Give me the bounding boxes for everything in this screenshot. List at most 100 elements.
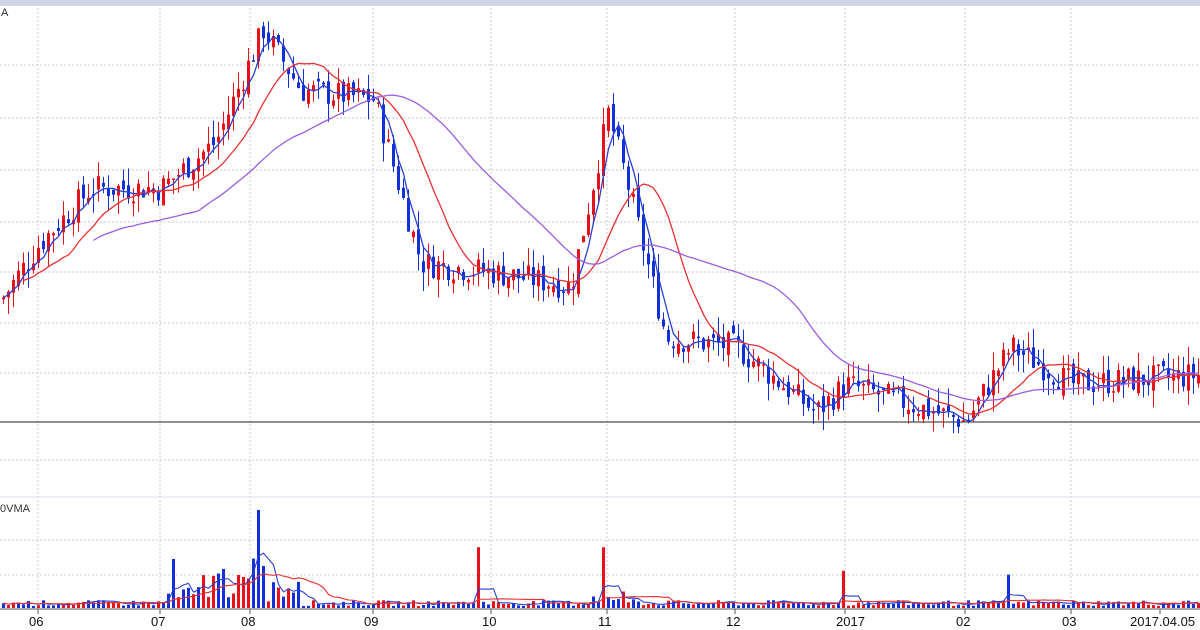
candle-body (962, 420, 965, 422)
candlestick-series (2, 21, 1200, 434)
candle-body (1067, 368, 1070, 370)
candle-body (912, 409, 915, 413)
volume-bar (422, 604, 425, 608)
candle-body (682, 348, 685, 352)
volume-bar (462, 601, 465, 608)
candle-body (917, 414, 920, 416)
volume-bar (57, 604, 60, 608)
volume-bar (1167, 603, 1170, 608)
volume-bar (132, 600, 135, 608)
x-tick-label: 09 (364, 614, 378, 629)
volume-bar (257, 510, 260, 608)
volume-bar (12, 602, 15, 608)
volume-bar (292, 592, 295, 608)
candle-body (327, 81, 330, 104)
candle-body (647, 253, 650, 265)
volume-bar (757, 605, 760, 608)
volume-bar (1002, 600, 1005, 608)
candle-body (452, 279, 455, 284)
candle-body (787, 381, 790, 398)
candle-body (582, 235, 585, 243)
volume-bar (1187, 600, 1190, 608)
volume-bar (157, 601, 160, 608)
volume-bar (782, 600, 785, 608)
volume-bar (982, 601, 985, 608)
volume-bar (137, 605, 140, 608)
volume-bar (1152, 605, 1155, 608)
candle-body (162, 178, 165, 206)
volume-bar (27, 601, 30, 608)
candle-body (532, 267, 535, 286)
volume-bar (962, 605, 965, 608)
volume-bar (1137, 603, 1140, 608)
candle-body (577, 249, 580, 295)
window-top-edge (0, 0, 1200, 6)
candle-body (1157, 364, 1160, 367)
volume-bar (1182, 601, 1185, 608)
volume-bar (1092, 605, 1095, 608)
volume-bar (947, 600, 950, 608)
candle-body (982, 384, 985, 397)
candle-body (172, 178, 175, 181)
candle-body (297, 82, 300, 88)
candle-body (547, 286, 550, 289)
candle-body (492, 268, 495, 284)
candle-body (212, 137, 215, 146)
volume-bar (367, 605, 370, 608)
volume-bar (107, 601, 110, 608)
x-tick-label: 06 (29, 614, 43, 629)
candle-body (67, 219, 70, 224)
price-panel-label: A (1, 7, 9, 19)
moving-average-lines (3, 35, 1199, 422)
volume-bar (302, 605, 305, 608)
volume-bar (737, 605, 740, 608)
volume-bar (117, 603, 120, 608)
volume-bar (627, 602, 630, 608)
volume-bar (727, 601, 730, 608)
candle-body (1037, 361, 1040, 365)
volume-bar (22, 604, 25, 608)
volume-bar (192, 594, 195, 608)
candle-body (1012, 337, 1015, 352)
volume-bar (1107, 601, 1110, 608)
volume-bar (212, 575, 215, 608)
candle-body (267, 32, 270, 43)
volume-bar (1082, 601, 1085, 608)
volume-bar (882, 603, 885, 608)
volume-bar (1027, 600, 1030, 608)
volume-bar (672, 601, 675, 608)
candle-body (432, 256, 435, 278)
volume-bar (942, 601, 945, 608)
candle-body (362, 89, 365, 95)
candle-body (617, 125, 620, 137)
volume-bar (187, 587, 190, 608)
candle-body (332, 100, 335, 106)
volume-bar (67, 602, 70, 608)
candle-body (387, 139, 390, 142)
volume-bar (647, 603, 650, 608)
candle-body (1022, 350, 1025, 355)
candle-body (42, 241, 45, 250)
candle-body (337, 83, 340, 99)
volume-bar (902, 601, 905, 608)
volume-bar (612, 600, 615, 608)
candle-body (107, 188, 110, 197)
volume-bar (337, 605, 340, 608)
candle-body (587, 214, 590, 235)
volume-bar (247, 578, 250, 608)
volume-bar (1177, 604, 1180, 608)
candle-body (272, 36, 275, 48)
volume-bar (752, 603, 755, 608)
volume-bar (1102, 605, 1105, 608)
candle-body (317, 78, 320, 82)
candle-body (927, 398, 930, 417)
candle-body (17, 270, 20, 286)
volume-bar (867, 602, 870, 608)
volume-bar (582, 604, 585, 608)
candle-body (632, 193, 635, 197)
candle-body (827, 396, 830, 407)
volume-bar (442, 602, 445, 608)
volume-bar (522, 605, 525, 608)
ma-mid-line (23, 62, 1199, 415)
